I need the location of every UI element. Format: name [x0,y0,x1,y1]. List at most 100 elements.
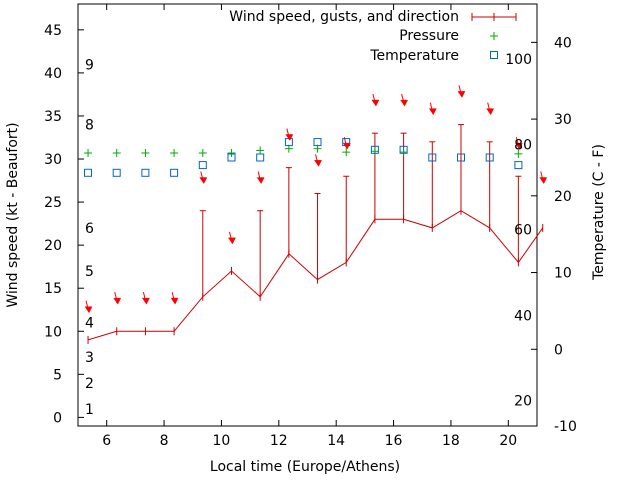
wind-arrow-head [486,108,495,116]
wind-arrow-head [314,160,322,167]
legend-label-temperature: Temperature [369,48,459,64]
temperature-point [227,153,236,162]
pressure-point [141,148,150,157]
pressure-point [170,148,179,157]
temperature-point [399,145,408,154]
y-right-tick-label: 20 [554,189,572,205]
wind-direction-arrow [113,292,122,305]
y-right-tick-label: -10 [554,419,577,435]
wind-direction-arrow [428,102,437,116]
y-left-tick-label: 30 [44,152,62,168]
x-tick-label: 18 [442,433,460,449]
temperature-point [170,168,179,177]
fahrenheit-label: 60 [514,223,532,239]
temperature-point [457,153,465,162]
temperature-point [284,138,293,147]
wind-arrow-head [371,99,380,107]
wind-direction-arrows [84,85,548,314]
temperature-point [112,168,121,177]
wind-direction-arrow [256,171,265,185]
pressure-point [256,146,265,155]
y-left-tick-label: 45 [44,23,62,39]
y-left-tick-label: 20 [44,238,62,254]
y-left-tick-label: 10 [44,324,62,340]
x-tick-label: 20 [499,433,517,449]
pressure-series [84,144,523,158]
fahrenheit-label: 80 [514,137,532,153]
x-tick-label: 14 [327,433,345,449]
beaufort-label: 4 [85,316,94,332]
temperature-point [198,161,207,170]
wind-arrow-head [400,99,409,107]
wind-direction-arrow [400,93,409,107]
fahrenheit-label: 40 [514,309,532,325]
plot-frame [77,3,538,427]
beaufort-label: 9 [85,57,94,73]
beaufort-label: 6 [85,221,94,237]
pressure-point [399,148,408,157]
wind-arrow-head [514,142,523,150]
y-left-tick-label: 25 [44,195,62,211]
temperature-point [485,153,494,162]
wind-direction-arrow [84,300,93,314]
wind-speed-line [87,210,544,341]
wind-direction-arrow [539,171,548,185]
wind-arrow-head [113,297,122,305]
y-axis-label-right: Temperature (C - F) [591,144,607,281]
wind-direction-arrow [314,154,322,167]
x-tick-label: 6 [102,433,111,449]
temperature-point [141,168,150,177]
legend-sample-pressure [490,32,498,40]
wind-direction-arrow [285,128,294,141]
y-left-tick-label: 5 [53,367,62,383]
wind-arrow-head [141,297,150,305]
y-right-tick-label: 40 [554,35,572,51]
y-axis-label-left: Wind speed (kt - Beaufort) [5,122,21,307]
temperature-point [514,161,523,170]
wind-arrow-head [84,306,93,314]
pressure-point [370,147,379,156]
wind-direction-arrow [371,93,380,107]
secondary-scale-labels: 1 2 3 4 5 6 8 9 20 40 60 80 100 [85,52,532,418]
x-tick-label: 8 [160,433,169,449]
wind-arrow-head [256,177,265,185]
pressure-point [84,148,93,157]
temperature-point [428,153,437,162]
temperature-series [84,138,523,177]
legend-label-wind: Wind speed, gusts, and direction [229,9,459,25]
beaufort-label: 1 [85,402,94,418]
y-right-tick-label: 30 [554,112,572,128]
wind-series [87,124,544,344]
temperature-point [84,168,92,177]
beaufort-label: 8 [85,118,94,134]
beaufort-label: 2 [85,376,94,392]
legend-sample-temperature [490,51,498,59]
wind-direction-arrow [486,102,495,116]
wind-direction-arrow [342,136,351,150]
wind-direction-arrow [457,85,466,98]
x-tick-label: 10 [213,433,231,449]
axis-ticks: 6 8 10 12 14 16 18 20051015202530354045-1001020… [44,4,577,449]
wind-direction-arrow [141,292,150,305]
temperature-point [256,153,265,162]
y-left-tick-label: 15 [44,281,62,297]
temperature-point [370,145,379,154]
legend-label-pressure: Pressure [399,28,459,44]
x-tick-label: 16 [385,433,403,449]
y-left-tick-label: 35 [44,109,62,125]
fahrenheit-label: 20 [514,394,532,410]
wind-arrow-head [199,177,208,185]
x-axis-label: Local time (Europe/Athens) [210,459,400,475]
wind-direction-arrow [228,231,236,245]
wind-arrow-head [539,177,548,185]
wind-direction-arrow [514,136,523,150]
y-right-tick-label: 0 [554,342,563,358]
wind-direction-arrow [170,292,179,305]
wind-arrow-head [428,108,437,116]
y-right-tick-label: 10 [554,266,572,282]
y-left-tick-label: 0 [53,410,62,426]
pressure-point [227,148,236,157]
temperature-point [313,138,322,147]
y-left-tick-label: 40 [44,66,62,82]
